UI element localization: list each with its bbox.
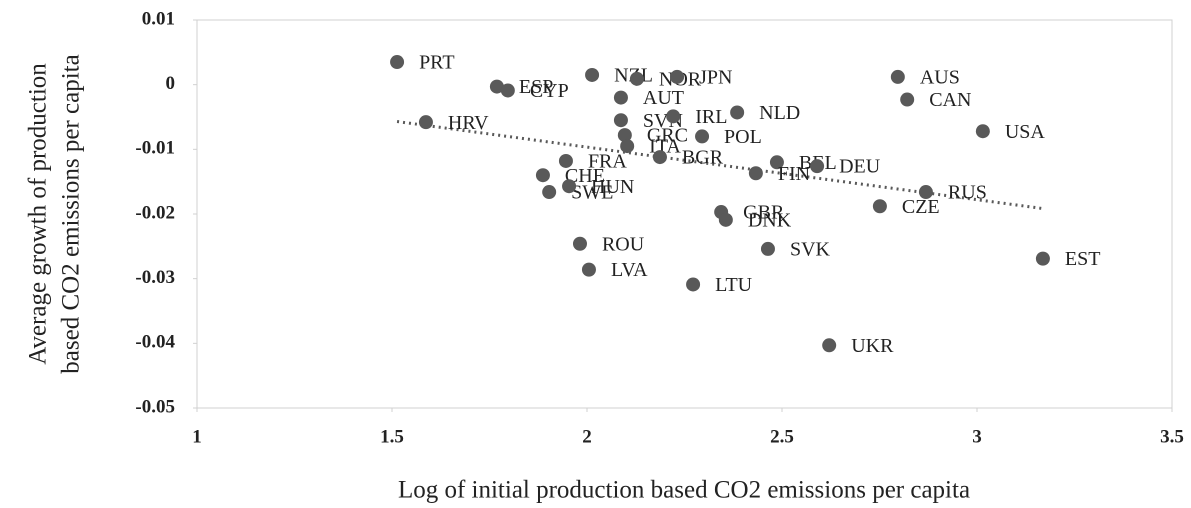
y-tick-label: -0.05: [135, 396, 175, 417]
point: [686, 277, 701, 292]
point-label: CHE: [565, 165, 605, 187]
point-label: SWE: [571, 182, 613, 204]
point: [730, 105, 745, 120]
point-label: GBR: [743, 202, 785, 224]
point-label: LVA: [611, 259, 648, 281]
point-label: POL: [724, 126, 762, 148]
y-axis-label: based CO2 emissions per capita: [58, 54, 85, 373]
point: [695, 129, 710, 144]
point: [500, 83, 515, 98]
y-tick-label: -0.02: [135, 202, 175, 223]
point: [1035, 251, 1050, 266]
point: [585, 67, 600, 82]
trendline: [396, 120, 1046, 211]
point: [535, 168, 550, 183]
point: [900, 92, 915, 107]
point: [760, 241, 775, 256]
point-label: DNK: [748, 209, 792, 231]
point-label: HUN: [591, 176, 634, 198]
point: [975, 124, 990, 139]
point-label: IRL: [695, 106, 727, 128]
point: [769, 155, 784, 170]
point-label: LTU: [715, 274, 753, 296]
x-tick-label: 2: [582, 426, 592, 447]
point-label: HRV: [448, 112, 489, 134]
point: [670, 69, 685, 84]
point: [822, 338, 837, 353]
point-label: DEU: [839, 156, 881, 178]
point: [489, 79, 504, 94]
point-label: UKR: [851, 335, 894, 357]
point: [666, 109, 681, 124]
x-tick-label: 1: [192, 426, 202, 447]
point-label: PRT: [419, 52, 454, 74]
point-label: ROU: [602, 233, 645, 255]
point-label: FRA: [588, 151, 627, 173]
x-axis-label: Log of initial production based CO2 emis…: [398, 477, 970, 504]
y-axis-label: Average growth of production: [25, 63, 52, 365]
point: [418, 115, 433, 130]
point-label: USA: [1005, 121, 1046, 143]
point: [542, 185, 557, 200]
point: [918, 185, 933, 200]
y-tick-label: -0.03: [135, 267, 175, 288]
point: [718, 212, 733, 227]
x-tick-label: 3.5: [1160, 426, 1184, 447]
point: [810, 159, 825, 174]
x-tick-label: 1.5: [380, 426, 404, 447]
point: [629, 71, 644, 86]
point-label: CYP: [530, 80, 569, 102]
point: [617, 128, 632, 143]
point-label: RUS: [948, 182, 987, 204]
point: [613, 90, 628, 105]
point-label: ESP: [519, 76, 553, 98]
point: [890, 69, 905, 84]
y-tick-label: -0.01: [135, 138, 175, 159]
point: [872, 199, 887, 214]
point-label: AUT: [643, 87, 684, 109]
point-label: SVK: [790, 239, 831, 261]
point: [390, 55, 405, 70]
y-tick-label: 0.01: [142, 8, 175, 29]
point-label: AUS: [920, 67, 960, 89]
point-label: NLD: [759, 102, 800, 124]
point: [572, 236, 587, 251]
x-tick-label: 2.5: [770, 426, 794, 447]
point: [558, 153, 573, 168]
point-label: BGR: [682, 147, 724, 169]
point: [581, 262, 596, 277]
point-label: EST: [1065, 248, 1101, 270]
point-label: CAN: [929, 89, 971, 111]
point-label: CZE: [902, 196, 940, 218]
y-tick-label: 0: [166, 73, 176, 94]
point: [620, 139, 635, 154]
point: [562, 179, 577, 194]
y-tick-label: -0.04: [135, 332, 175, 353]
point: [748, 166, 763, 181]
point-label: GRC: [647, 125, 688, 147]
point-label: FIN: [778, 163, 810, 185]
point: [613, 113, 628, 128]
x-tick-label: 3: [972, 426, 982, 447]
point: [652, 150, 667, 165]
point-label: JPN: [699, 67, 732, 89]
